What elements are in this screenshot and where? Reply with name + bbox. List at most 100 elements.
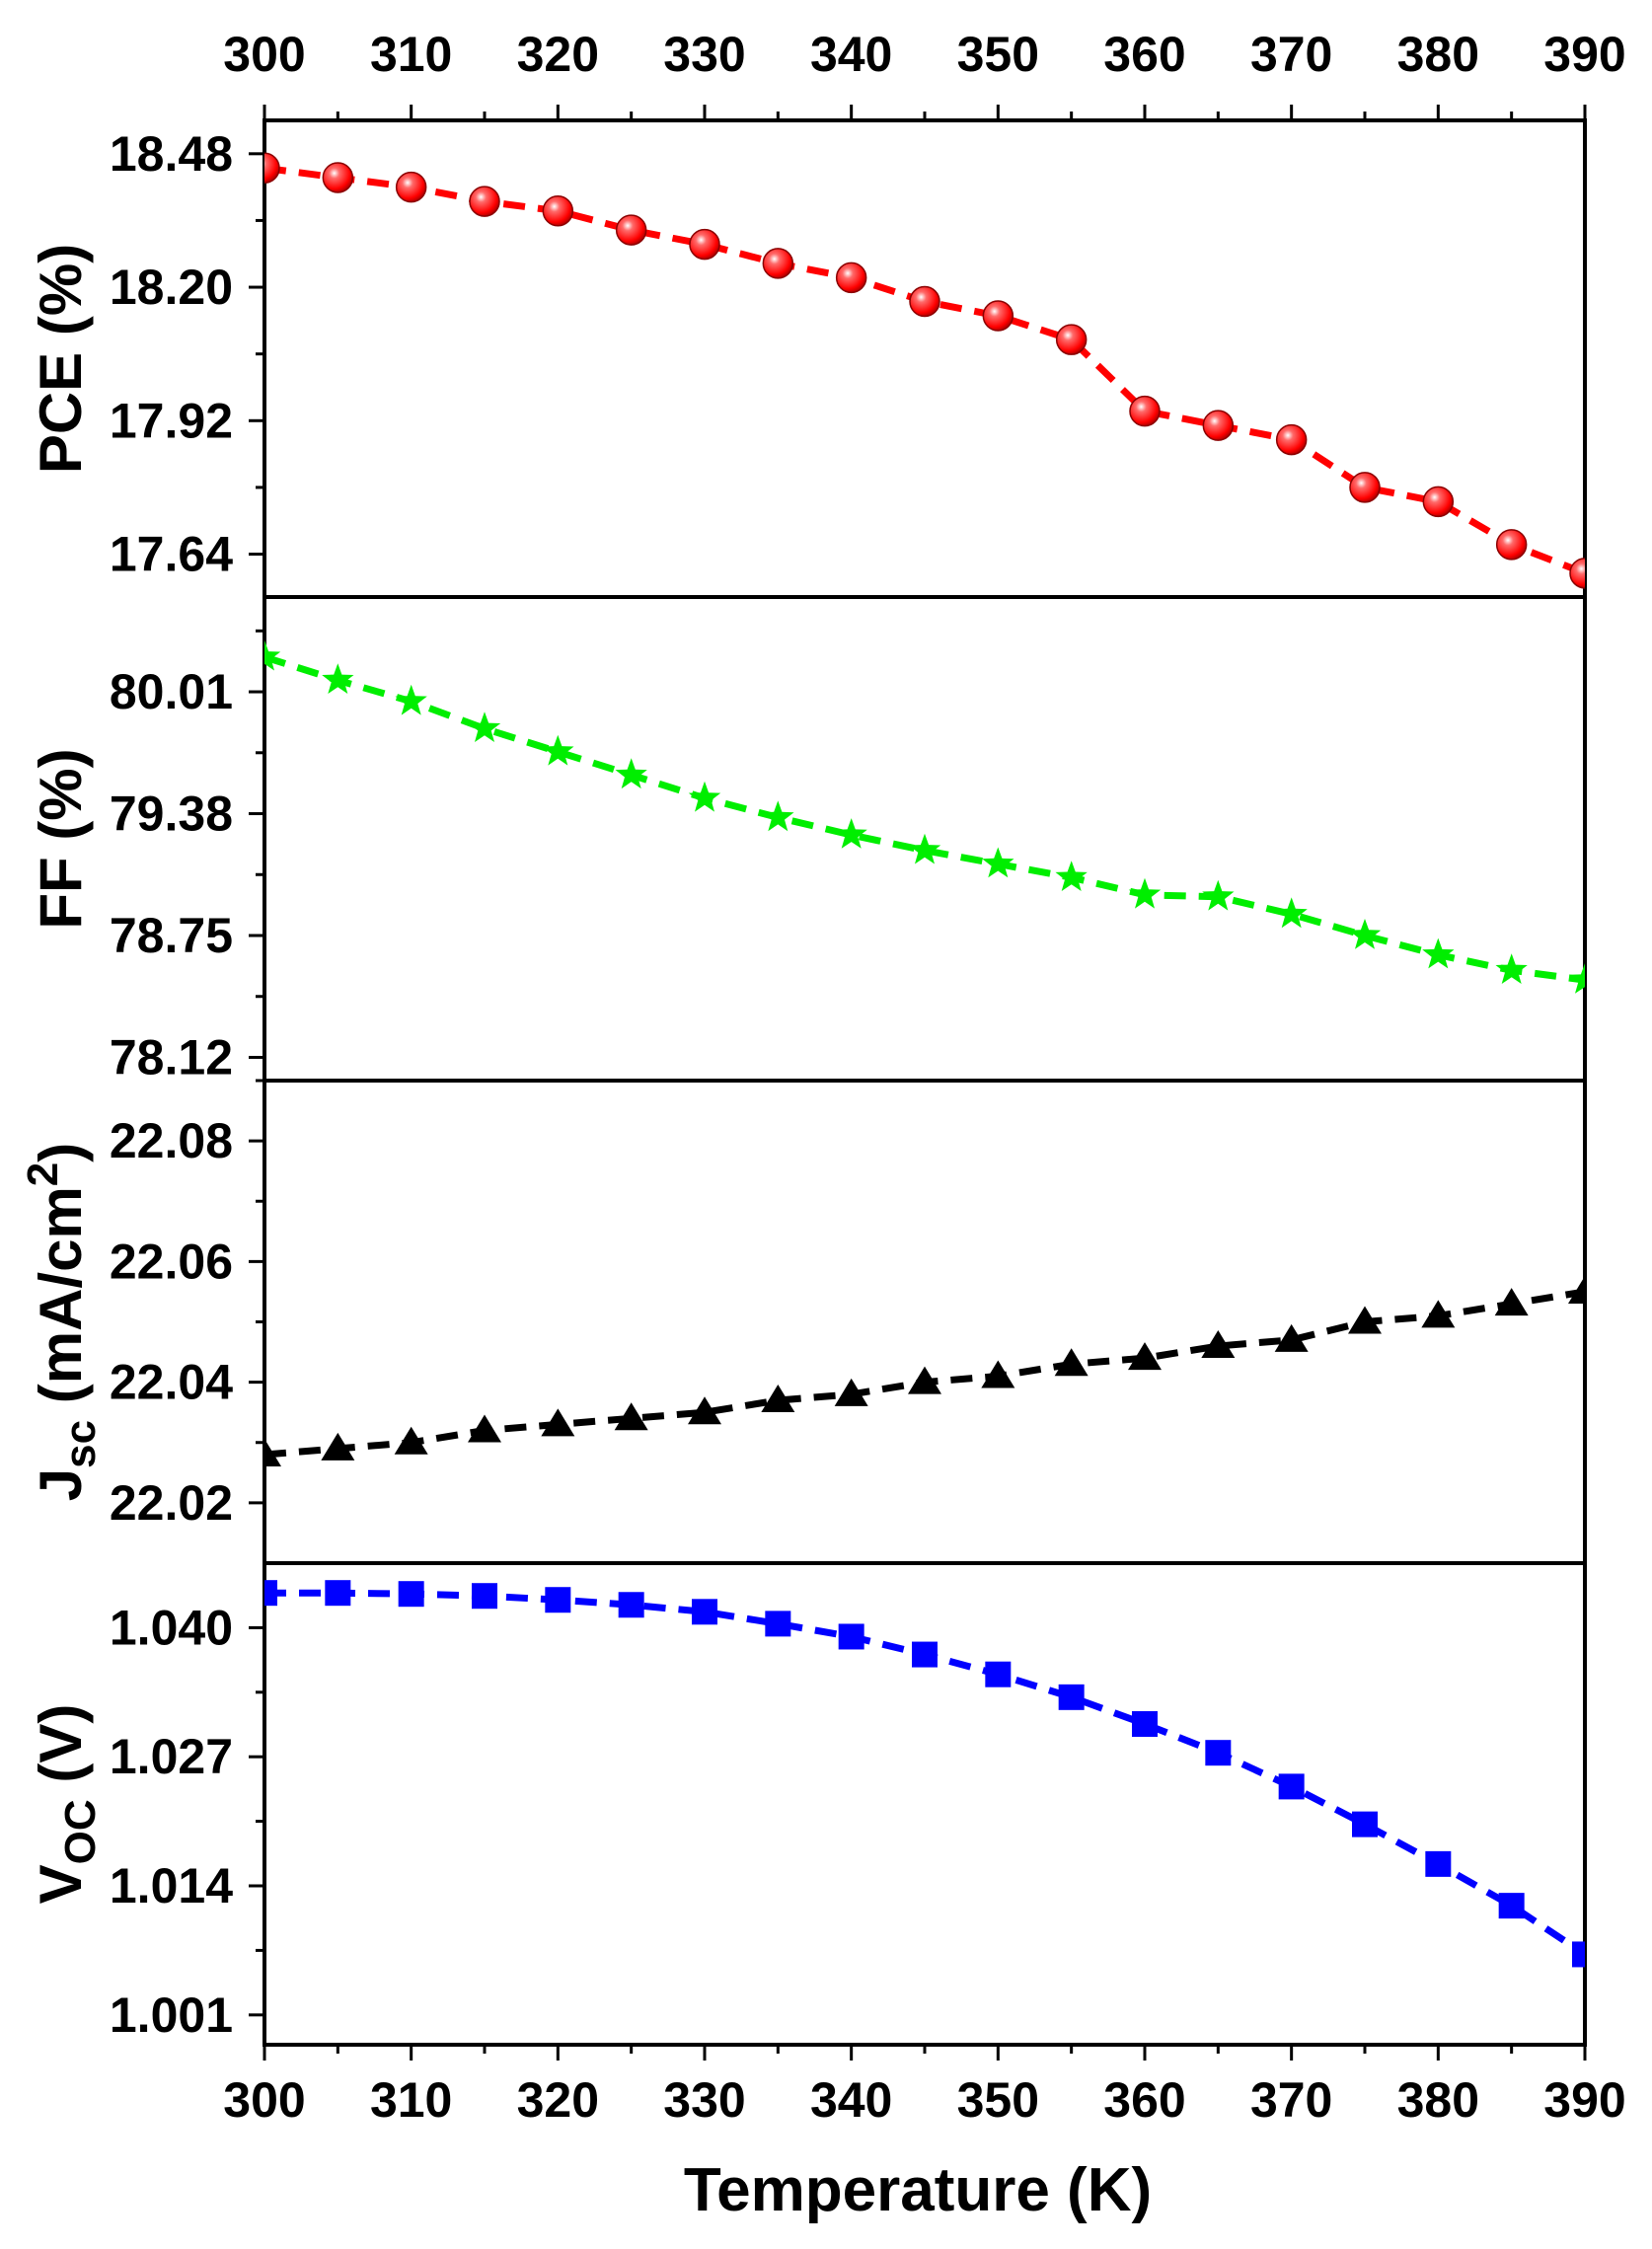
y-tick-label: 22.06 (110, 1234, 233, 1289)
data-point-voc (1278, 1773, 1305, 1800)
x-bottom-tick-label: 310 (370, 2072, 452, 2128)
x-top-tick-label: 380 (1397, 27, 1479, 82)
y-tick-label: 1.014 (110, 1858, 233, 1913)
y-title-subscript: sc (56, 1420, 105, 1468)
x-top-tick-label: 340 (810, 27, 892, 82)
data-point-pce (835, 262, 867, 294)
x-bottom-tick-label: 380 (1397, 2072, 1479, 2128)
y-tick-label: 1.027 (110, 1729, 233, 1784)
data-point-jsc (1494, 1288, 1529, 1316)
data-point-pce (982, 300, 1014, 332)
data-point-voc (838, 1623, 864, 1650)
x-top-tick-label: 350 (957, 27, 1039, 82)
data-point-ff (468, 712, 501, 742)
x-top-tick-label: 360 (1103, 27, 1185, 82)
x-top-tick-label: 330 (663, 27, 745, 82)
data-point-ff (762, 800, 794, 832)
series-voc (264, 1580, 1585, 1968)
y-tick-label: 78.75 (110, 908, 233, 963)
data-point-voc (618, 1592, 644, 1618)
data-point-voc (1425, 1850, 1452, 1877)
y-tick-label: 22.04 (110, 1355, 233, 1410)
data-point-pce (1495, 529, 1528, 561)
data-point-ff (908, 833, 941, 864)
data-point-jsc (981, 1360, 1015, 1388)
y-tick-label: 1.040 (110, 1600, 233, 1655)
data-point-voc (398, 1581, 424, 1608)
x-bottom-tick-label: 390 (1543, 2072, 1625, 2128)
x-bottom-tick-label: 360 (1103, 2072, 1185, 2128)
data-point-pce (395, 171, 427, 203)
y-title-unit: (V) (28, 1704, 94, 1800)
series-pce (264, 152, 1585, 589)
y-axis-title: PCE (%) (28, 244, 94, 474)
data-point-jsc (1128, 1342, 1162, 1371)
data-point-ff (1055, 861, 1088, 891)
x-top-tick-label: 370 (1250, 27, 1332, 82)
data-point-ff (615, 758, 647, 789)
data-point-pce (762, 248, 794, 279)
data-point-jsc (1201, 1329, 1236, 1358)
data-point-voc (472, 1583, 497, 1610)
data-point-jsc (394, 1426, 428, 1455)
x-top-tick-label: 310 (370, 27, 452, 82)
data-point-jsc (264, 1438, 281, 1466)
data-point-pce (615, 214, 647, 246)
data-point-voc (1205, 1740, 1232, 1766)
data-point-pce (1202, 410, 1235, 441)
data-point-jsc (1274, 1323, 1309, 1352)
chart-panels: 17.64 17.92 18.20 18.48 PCE (%) 78.12 78.75 79.… (19, 126, 1585, 2043)
data-point-ff (1202, 879, 1235, 911)
panel-pce: 17.64 17.92 18.20 18.48 PCE (%) (28, 126, 1585, 589)
y-axis-title: VOC (V) (28, 1704, 105, 1905)
data-point-voc (1352, 1811, 1378, 1837)
data-point-jsc (908, 1366, 941, 1394)
series-jsc (264, 1275, 1585, 1466)
data-point-voc (692, 1599, 717, 1625)
y-tick-label: 17.92 (110, 393, 233, 448)
y-title-unit: (mA/cm (28, 1186, 94, 1420)
data-point-voc (1498, 1893, 1525, 1919)
x-top-tick-label: 300 (223, 27, 305, 82)
data-point-pce (264, 152, 280, 185)
data-point-pce (1275, 423, 1308, 456)
data-point-ff (688, 781, 721, 812)
x-axis-top-tick-labels: 300 310 320 330 340 350 360 370 380 390 (223, 27, 1625, 82)
y-title-superscript: 2 (19, 1162, 67, 1186)
data-point-ff (395, 684, 427, 715)
data-point-ff (1128, 877, 1162, 909)
data-point-pce (1129, 395, 1161, 427)
data-point-pce (1422, 486, 1455, 518)
data-point-ff (982, 847, 1014, 878)
y-tick-label: 22.08 (110, 1113, 233, 1168)
y-axis-title: Jsc (mA/cm2) (19, 1143, 105, 1502)
x-bottom-tick-label: 340 (810, 2072, 892, 2128)
series-ff (264, 639, 1585, 994)
y-tick-label: 18.20 (110, 260, 233, 315)
data-point-pce (1055, 324, 1088, 355)
y-tick-label: 22.02 (110, 1475, 233, 1531)
data-point-jsc (1348, 1306, 1382, 1334)
panel-ff: 78.12 78.75 79.38 80.01 FF (%) (28, 629, 1585, 1085)
x-axis-bottom-tick-labels: 300 310 320 330 340 350 360 370 380 390 (223, 2072, 1625, 2128)
data-point-voc (912, 1641, 938, 1668)
y-tick-label: 1.001 (110, 1987, 233, 2043)
data-point-voc (1058, 1684, 1085, 1710)
x-bottom-tick-label: 350 (957, 2072, 1039, 2128)
data-point-jsc (834, 1378, 868, 1406)
data-point-ff (1348, 919, 1382, 949)
data-point-pce (542, 195, 574, 227)
y-tick-label: 79.38 (110, 787, 233, 842)
x-axis-title: Temperature (K) (684, 2156, 1152, 2224)
data-point-ff (542, 734, 574, 766)
data-point-jsc (1568, 1275, 1585, 1304)
data-point-voc (765, 1611, 791, 1637)
data-point-jsc (321, 1432, 355, 1461)
y-tick-label: 80.01 (110, 664, 233, 719)
y-tick-label: 18.48 (110, 126, 233, 182)
data-point-ff (1495, 953, 1528, 984)
data-point-jsc (541, 1408, 575, 1437)
